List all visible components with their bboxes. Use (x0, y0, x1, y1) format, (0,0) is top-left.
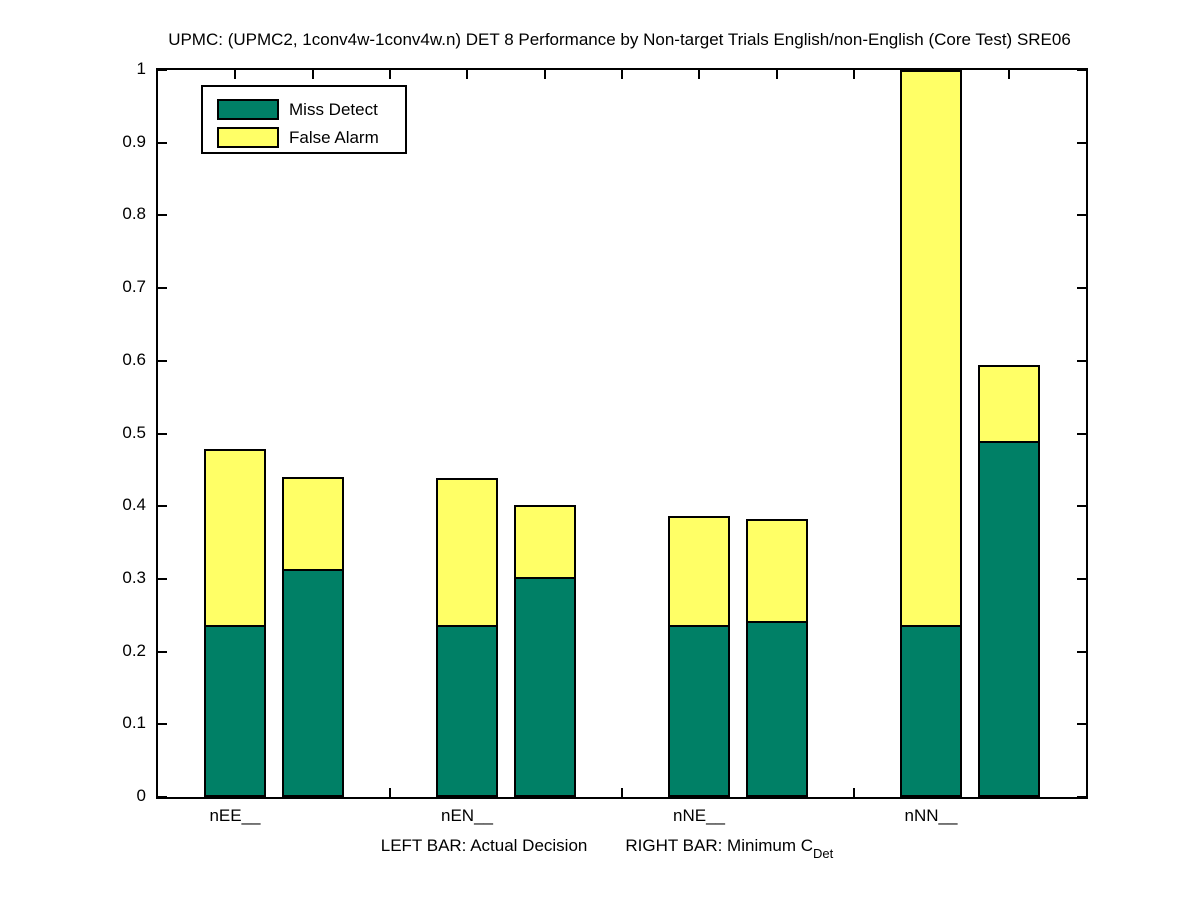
bar-segment-miss-detect (436, 625, 498, 797)
bar-segment-false-alarm (746, 519, 808, 623)
x-category-label: nNN__ (904, 806, 958, 825)
chart-title: UPMC: (UPMC2, 1conv4w-1conv4w.n) DET 8 P… (168, 30, 1071, 49)
y-tick-label: 0 (136, 786, 146, 805)
y-tick-left (158, 578, 167, 580)
y-tick-right (1077, 142, 1086, 144)
bar-segment-false-alarm (204, 449, 266, 627)
y-tick-right (1077, 214, 1086, 216)
legend: Miss Detect False Alarm (201, 85, 407, 154)
y-tick-left (158, 287, 167, 289)
y-tick-right (1077, 287, 1086, 289)
y-tick-left (158, 505, 167, 507)
y-tick-label: 1 (136, 59, 146, 78)
y-tick-label: 0.6 (122, 350, 146, 369)
x-tick-bottom (621, 788, 623, 797)
x-tick-top (234, 70, 236, 79)
bar-segment-miss-detect (978, 441, 1040, 797)
x-tick-top (1008, 70, 1010, 79)
legend-swatch-false-alarm (217, 127, 279, 148)
x-tick-top (853, 70, 855, 79)
x-tick-top (466, 70, 468, 79)
bar-segment-false-alarm (436, 478, 498, 627)
y-tick-label: 0.2 (122, 641, 146, 660)
x-tick-top (698, 70, 700, 79)
y-tick-right (1077, 723, 1086, 725)
y-tick-label: 0.9 (122, 132, 146, 151)
y-tick-label: 0.1 (122, 713, 146, 732)
y-tick-left (158, 214, 167, 216)
y-tick-right (1077, 796, 1086, 798)
y-tick-right (1077, 505, 1086, 507)
bar-segment-false-alarm (282, 477, 344, 571)
y-tick-right (1077, 360, 1086, 362)
x-axis-label-right: RIGHT BAR: Minimum C (625, 836, 814, 855)
x-axis-label-left: LEFT BAR: Actual Decision (380, 836, 588, 855)
x-tick-top (312, 70, 314, 79)
x-tick-top (544, 70, 546, 79)
x-tick-bottom (389, 788, 391, 797)
legend-label-miss-detect: Miss Detect (289, 100, 378, 119)
x-axis-label: LEFT BAR: Actual Decision RIGHT BAR: Mini… (0, 836, 1201, 861)
bar-segment-miss-detect (668, 625, 730, 797)
x-tick-top (389, 70, 391, 79)
bar-segment-false-alarm (978, 365, 1040, 443)
y-tick-left (158, 142, 167, 144)
legend-label-false-alarm: False Alarm (289, 128, 379, 147)
y-tick-left (158, 723, 167, 725)
bar-segment-miss-detect (900, 625, 962, 797)
y-tick-left (158, 796, 167, 798)
bar-segment-miss-detect (514, 577, 576, 797)
x-axis-label-subscript: Det (813, 846, 834, 861)
y-tick-label: 0.4 (122, 495, 146, 514)
plot-area: Miss Detect False Alarm (156, 68, 1088, 799)
y-tick-label: 0.8 (122, 204, 146, 223)
bar-segment-miss-detect (204, 625, 266, 797)
x-tick-top (621, 70, 623, 79)
y-tick-right (1077, 433, 1086, 435)
y-tick-label: 0.7 (122, 277, 146, 296)
bar-segment-false-alarm (668, 516, 730, 627)
y-tick-right (1077, 578, 1086, 580)
x-category-label: nEN__ (441, 806, 493, 825)
y-tick-label: 0.3 (122, 568, 146, 587)
x-tick-top (776, 70, 778, 79)
y-tick-label: 0.5 (122, 423, 146, 442)
bar-segment-false-alarm (900, 70, 962, 627)
legend-swatch-miss-detect (217, 99, 279, 120)
bar-segment-miss-detect (746, 621, 808, 797)
bar-segment-miss-detect (282, 569, 344, 797)
y-tick-right (1077, 69, 1086, 71)
x-tick-bottom (853, 788, 855, 797)
x-category-label: nEE__ (209, 806, 261, 825)
y-tick-left (158, 360, 167, 362)
y-tick-right (1077, 651, 1086, 653)
y-tick-left (158, 433, 167, 435)
y-tick-left (158, 651, 167, 653)
x-category-label: nNE__ (673, 806, 725, 825)
bar-segment-false-alarm (514, 505, 576, 579)
y-tick-left (158, 69, 167, 71)
